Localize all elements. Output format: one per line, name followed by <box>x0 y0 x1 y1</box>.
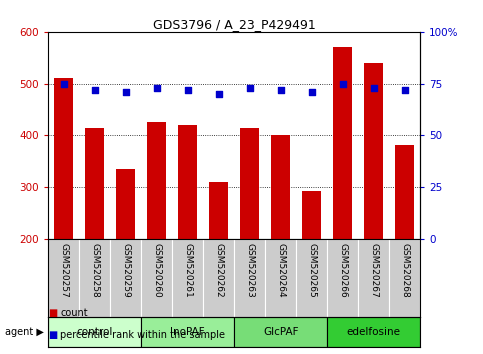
Text: count: count <box>60 308 88 318</box>
Text: GSM520257: GSM520257 <box>59 243 68 298</box>
Bar <box>79 239 110 317</box>
Bar <box>172 239 203 317</box>
Bar <box>179 125 197 239</box>
Point <box>215 91 223 97</box>
Bar <box>302 191 321 239</box>
Text: GSM520267: GSM520267 <box>369 243 378 298</box>
Bar <box>110 239 142 317</box>
Bar <box>296 239 327 317</box>
Bar <box>265 239 296 317</box>
Text: GSM520259: GSM520259 <box>121 243 130 298</box>
Point <box>184 87 192 93</box>
Bar <box>147 122 166 239</box>
Text: GSM520260: GSM520260 <box>152 243 161 298</box>
Text: GSM520265: GSM520265 <box>307 243 316 298</box>
Text: GlcPAF: GlcPAF <box>263 327 298 337</box>
Text: percentile rank within the sample: percentile rank within the sample <box>60 330 226 339</box>
Bar <box>85 128 104 239</box>
Bar <box>234 317 327 347</box>
Text: ■: ■ <box>48 308 57 318</box>
Text: GSM520258: GSM520258 <box>90 243 99 298</box>
Point <box>339 81 347 86</box>
Bar <box>364 63 383 239</box>
Bar <box>141 239 172 317</box>
Text: GSM520262: GSM520262 <box>214 243 223 297</box>
Text: agent ▶: agent ▶ <box>5 327 43 337</box>
Text: GSM520266: GSM520266 <box>338 243 347 298</box>
Point <box>122 89 129 95</box>
Bar <box>389 239 420 317</box>
Text: GSM520263: GSM520263 <box>245 243 254 298</box>
Bar <box>48 239 79 317</box>
Bar <box>358 239 389 317</box>
Point <box>277 87 284 93</box>
Point <box>308 89 315 95</box>
Bar <box>203 239 234 317</box>
Bar <box>327 239 358 317</box>
Bar <box>271 135 290 239</box>
Text: InoPAF: InoPAF <box>170 327 205 337</box>
Point <box>91 87 99 93</box>
Point <box>401 87 409 93</box>
Bar <box>327 317 420 347</box>
Point <box>60 81 68 86</box>
Title: GDS3796 / A_23_P429491: GDS3796 / A_23_P429491 <box>153 18 315 31</box>
Bar <box>234 239 265 317</box>
Bar <box>210 182 228 239</box>
Text: control: control <box>77 327 113 337</box>
Point <box>153 85 161 91</box>
Bar <box>333 47 352 239</box>
Bar <box>241 128 259 239</box>
Text: GSM520268: GSM520268 <box>400 243 409 298</box>
Bar <box>141 317 234 347</box>
Text: GSM520264: GSM520264 <box>276 243 285 297</box>
Text: ■: ■ <box>48 330 57 339</box>
Bar <box>48 317 142 347</box>
Point <box>246 85 254 91</box>
Point <box>370 85 378 91</box>
Text: edelfosine: edelfosine <box>347 327 401 337</box>
Text: GSM520261: GSM520261 <box>183 243 192 298</box>
Bar <box>116 169 135 239</box>
Bar <box>55 79 73 239</box>
Bar <box>396 145 414 239</box>
